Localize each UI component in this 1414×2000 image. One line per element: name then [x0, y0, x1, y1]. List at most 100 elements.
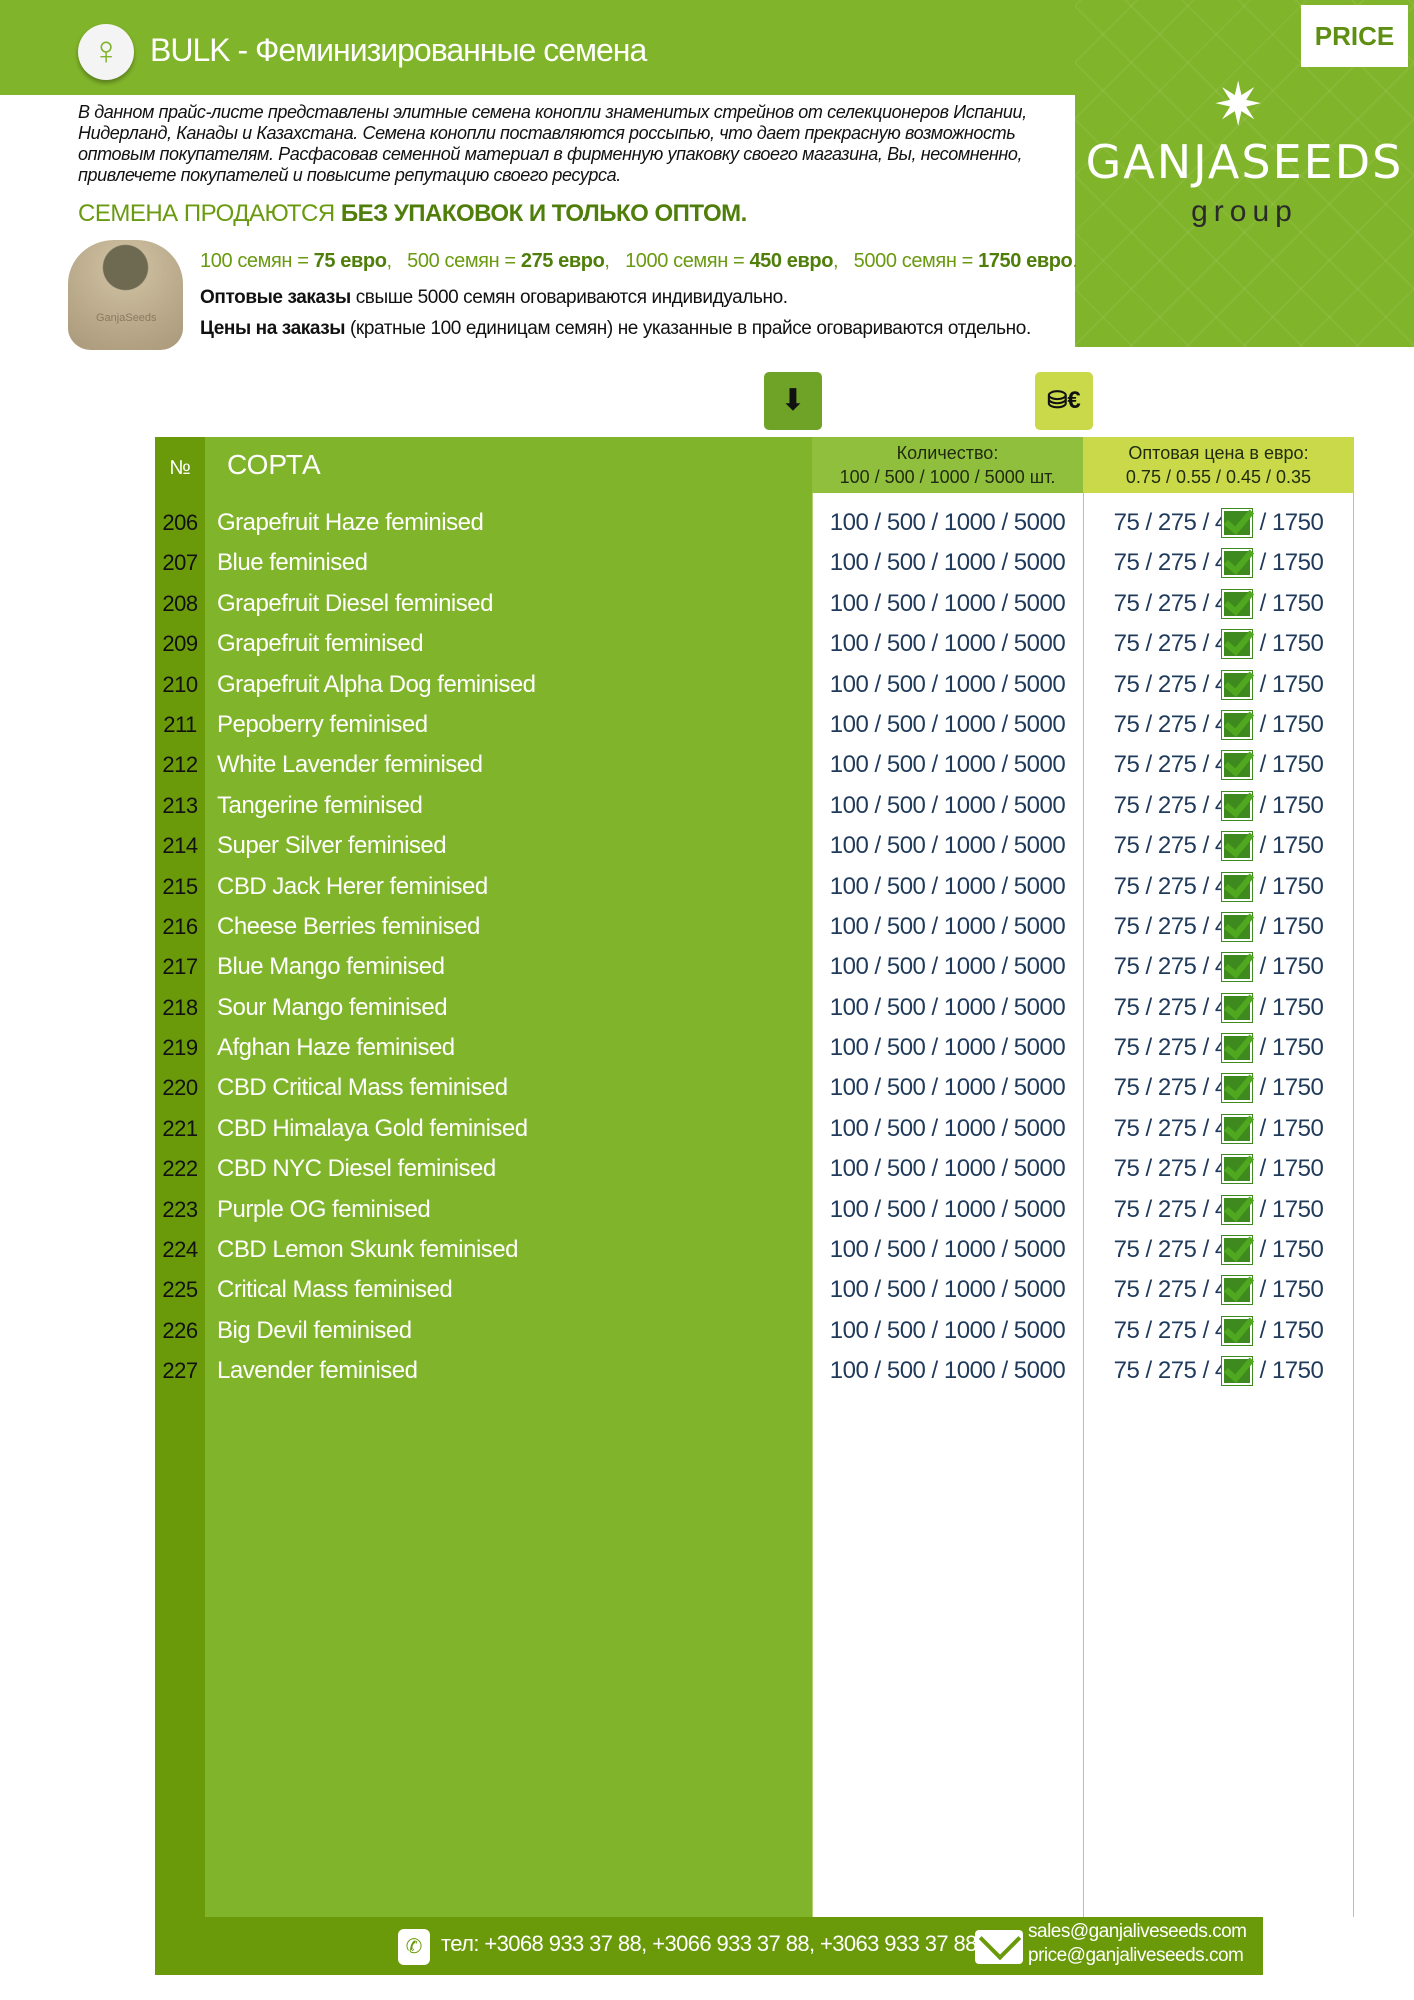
row-price: 75 / 275 / 450 / 1750 [1113, 791, 1324, 819]
header-quantity-label: Количество: [896, 443, 999, 463]
row-number: 227 [162, 1358, 198, 1384]
table-row: 213 Tangerine feminised 100 / 500 / 1000 /… [155, 786, 1324, 826]
row-price: 75 / 275 / 450 / 1750 [1113, 630, 1324, 658]
page-title: BULK - Феминизированные семена [150, 32, 647, 68]
table-row: 227 Lavender feminised 100 / 500 / 1000 / … [155, 1351, 1324, 1391]
row-quantity: 100 / 500 / 1000 / 5000 [829, 1114, 1066, 1142]
row-number: 226 [162, 1317, 198, 1343]
row-name: Cheese Berries feminised [217, 912, 480, 940]
row-name: Super Silver feminised [217, 832, 447, 860]
header-quantity: Количество: 100 / 500 / 1000 / 5000 шт. [812, 437, 1083, 493]
sold-prefix: СЕМЕНА ПРОДАЮТСЯ [78, 200, 341, 227]
header-price-label: Оптовая цена в евро: [1128, 443, 1309, 463]
row-name: Afghan Haze feminised [217, 1034, 455, 1062]
table-row: 219 Afghan Haze feminised 100 / 500 / 1000… [155, 1028, 1324, 1068]
checkmark-icon [1221, 588, 1253, 619]
price-qty: 500 семян = [407, 250, 521, 272]
row-quantity: 100 / 500 / 1000 / 5000 [829, 670, 1066, 698]
price-column [1083, 437, 1354, 1917]
cannabis-leaf-icon: ✷ [1213, 71, 1264, 138]
header-price: Оптовая цена в евро: 0.75 / 0.55 / 0.45 /… [1083, 437, 1354, 493]
checkmark-icon [1221, 750, 1253, 781]
table-row: 225 Critical Mass feminised 100 / 500 / 10… [155, 1270, 1324, 1310]
row-price: 75 / 275 / 450 / 1750 [1113, 1114, 1324, 1142]
row-number: 220 [162, 1075, 198, 1101]
row-quantity: 100 / 500 / 1000 / 5000 [829, 953, 1066, 981]
row-price: 75 / 275 / 450 / 1750 [1113, 1236, 1324, 1264]
row-number: 225 [162, 1277, 198, 1303]
row-name: CBD NYC Diesel feminised [217, 1155, 496, 1183]
header-quantity-values: 100 / 500 / 1000 / 5000 шт. [839, 467, 1056, 487]
table-row: 220 CBD Critical Mass feminised 100 / 500 … [155, 1068, 1324, 1108]
sold-bold: БЕЗ УПАКОВОК И ТОЛЬКО ОПТОМ. [340, 200, 747, 227]
table-row: 209 Grapefruit feminised 100 / 500 / 1000 … [155, 624, 1324, 664]
row-number: 223 [162, 1196, 198, 1222]
row-quantity: 100 / 500 / 1000 / 5000 [829, 589, 1066, 617]
row-name: Grapefruit Alpha Dog feminised [217, 670, 536, 698]
checkmark-icon [1221, 831, 1253, 862]
box-quantity-icon: ⬇ [764, 372, 822, 430]
checkmark-icon [1221, 1315, 1253, 1346]
email-sales[interactable]: sales@ganjaliveseeds.com [1028, 1921, 1247, 1942]
row-name: CBD Himalaya Gold feminised [217, 1114, 528, 1142]
row-name: CBD Jack Herer feminised [217, 872, 488, 900]
checkmark-icon [1221, 548, 1253, 579]
coins-euro-icon: ⛁€ [1035, 372, 1093, 430]
row-price: 75 / 275 / 450 / 1750 [1113, 589, 1324, 617]
name-column [205, 437, 812, 1917]
row-price: 75 / 275 / 450 / 1750 [1113, 1074, 1324, 1102]
row-number: 221 [162, 1115, 198, 1141]
note-text: свыше 5000 семян оговариваются индивидуа… [350, 287, 788, 308]
table-row: 206 Grapefruit Haze feminised 100 / 500 / … [155, 503, 1324, 543]
row-name: Big Devil feminised [217, 1316, 412, 1344]
price-value: 275 евро [520, 250, 605, 272]
row-quantity: 100 / 500 / 1000 / 5000 [829, 751, 1066, 779]
row-price: 75 / 275 / 450 / 1750 [1113, 1034, 1324, 1062]
row-number: 212 [162, 752, 198, 778]
row-quantity: 100 / 500 / 1000 / 5000 [829, 1236, 1066, 1264]
row-number: 207 [162, 550, 198, 576]
row-number: 224 [162, 1237, 198, 1263]
row-number: 215 [162, 873, 198, 899]
price-table: № СОРТА Количество: 100 / 500 / 1000 / 50… [155, 437, 1354, 1917]
price-qty: 100 семян = [200, 250, 314, 272]
row-number: 209 [162, 631, 198, 657]
table-row: 226 Big Devil feminised 100 / 500 / 1000 /… [155, 1311, 1324, 1351]
row-name: CBD Critical Mass feminised [217, 1074, 508, 1102]
row-name: Tangerine feminised [217, 791, 423, 819]
row-name: Grapefruit feminised [217, 630, 424, 658]
row-quantity: 100 / 500 / 1000 / 5000 [829, 832, 1066, 860]
row-number: 219 [162, 1035, 198, 1061]
row-number: 222 [162, 1156, 198, 1182]
row-name: Lavender feminised [217, 1357, 418, 1385]
table-row: 210 Grapefruit Alpha Dog feminised 100 / 5… [155, 665, 1324, 705]
header-band: ♀ BULK - Феминизированные семена [0, 0, 1075, 95]
checkmark-icon [1221, 1235, 1253, 1266]
table-row: 218 Sour Mango feminised 100 / 500 / 1000 … [155, 988, 1324, 1028]
note-wholesale: Оптовые заказы свыше 5000 семян оговарив… [200, 287, 788, 309]
phone-icon: ✆ [398, 1929, 430, 1965]
table-row: 217 Blue Mango feminised 100 / 500 / 1000 … [155, 947, 1324, 987]
email-price[interactable]: price@ganjaliveseeds.com [1028, 1945, 1244, 1966]
table-row: 223 Purple OG feminised 100 / 500 / 1000 /… [155, 1190, 1324, 1230]
table-rows: 206 Grapefruit Haze feminised 100 / 500 / … [155, 503, 1324, 1392]
row-quantity: 100 / 500 / 1000 / 5000 [829, 1316, 1066, 1344]
row-name: Pepoberry feminised [217, 710, 428, 738]
checkmark-icon [1221, 1275, 1253, 1306]
row-price: 75 / 275 / 450 / 1750 [1113, 670, 1324, 698]
brand-panel: PRICE ✷ GANJASEEDS group [1075, 0, 1414, 347]
price-value: 450 евро [749, 250, 834, 272]
row-price: 75 / 275 / 450 / 1750 [1113, 1155, 1324, 1183]
row-name: Sour Mango feminised [217, 993, 448, 1021]
checkmark-icon [1221, 790, 1253, 821]
row-quantity: 100 / 500 / 1000 / 5000 [829, 630, 1066, 658]
row-price: 75 / 275 / 450 / 1750 [1113, 710, 1324, 738]
table-row: 214 Super Silver feminised 100 / 500 / 100… [155, 826, 1324, 866]
emails: sales@ganjaliveseeds.com price@ganjalive… [1028, 1920, 1247, 1968]
row-number: 206 [162, 510, 198, 535]
row-name: Purple OG feminised [217, 1195, 431, 1223]
note-text: (кратные 100 единицам семян) не указанны… [345, 318, 1031, 339]
checkmark-icon [1221, 1033, 1253, 1064]
row-quantity: 100 / 500 / 1000 / 5000 [829, 912, 1066, 940]
table-row: 211 Pepoberry feminised 100 / 500 / 1000 /… [155, 705, 1324, 745]
